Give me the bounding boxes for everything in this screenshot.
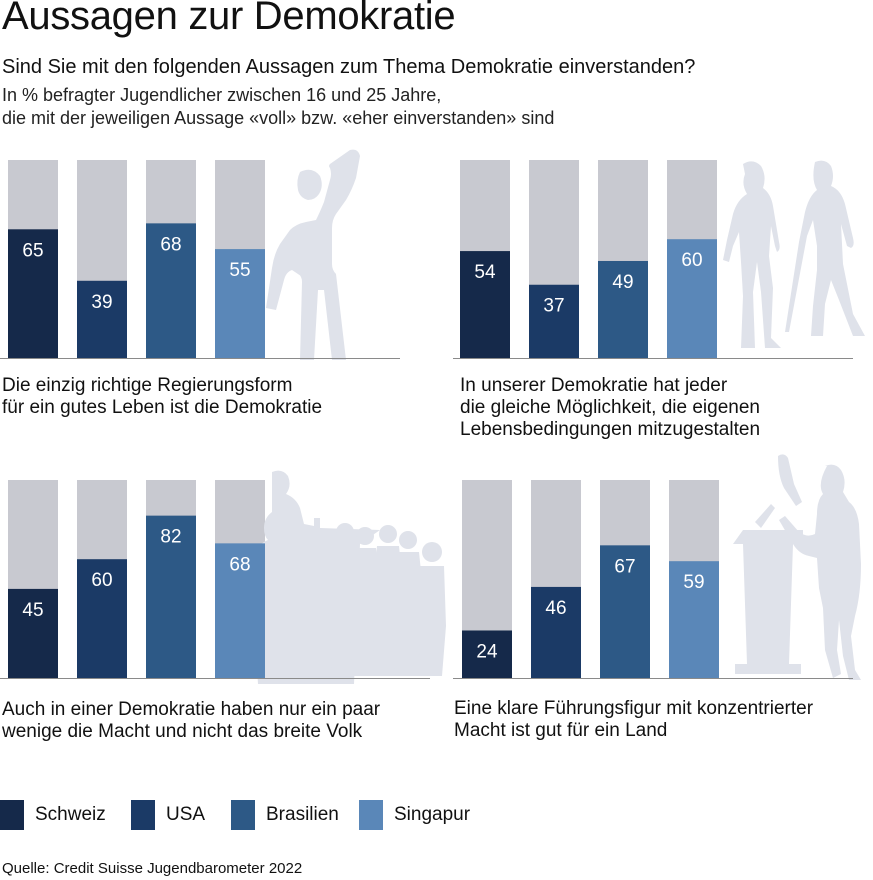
panel-2-caption-line-2: die gleiche Möglichkeit, die eigenen xyxy=(460,397,760,418)
panel-3-caption-line-2: wenige die Macht und nicht das breite Vo… xyxy=(2,721,363,742)
panel-3-caption: Auch in einer Demokratie haben nur ein p… xyxy=(2,699,380,743)
panel-4-caption-line-2: Macht ist gut für ein Land xyxy=(454,720,668,741)
panel-2-caption: In unserer Demokratie hat jeder die glei… xyxy=(460,375,760,441)
bar-brasilien xyxy=(598,260,648,358)
source-note: Quelle: Credit Suisse Jugendbarometer 20… xyxy=(2,860,302,877)
speaker-and-crowd-icon xyxy=(248,470,446,684)
panel-1: 65 39 68 55 Die einzig richtige Regierungsf… xyxy=(0,149,430,418)
bar-value-label: 55 xyxy=(229,260,250,281)
panel-1-chart: 65 39 68 55 xyxy=(0,149,400,360)
chart-subtitle: Sind Sie mit den folgenden Aussagen zum … xyxy=(2,56,696,78)
legend-item-schweiz: Schweiz xyxy=(0,800,106,830)
bar-value-label: 60 xyxy=(681,250,702,271)
panel-1-caption: Die einzig richtige Regierungsform für e… xyxy=(2,375,322,419)
legend-label-usa: USA xyxy=(166,804,206,825)
bar-schweiz xyxy=(460,251,510,358)
bar-value-label: 46 xyxy=(545,598,566,619)
bar-value-label: 60 xyxy=(91,570,112,591)
note-line-1: In % befragter Jugendlicher zwischen 16 … xyxy=(2,85,442,105)
legend-swatch-brasilien xyxy=(231,800,255,830)
legend-label-singapur: Singapur xyxy=(394,804,471,825)
panel-4-caption: Eine klare Führungsfigur mit konzentrier… xyxy=(454,698,813,742)
legend-swatch-usa xyxy=(131,800,155,830)
panel-1-caption-line-2: für ein gutes Leben ist die Demokratie xyxy=(2,397,323,418)
legend-label-schweiz: Schweiz xyxy=(35,804,106,825)
bar-value-label: 24 xyxy=(476,641,498,662)
panel-3-caption-line-1: Auch in einer Demokratie haben nur ein p… xyxy=(2,699,381,720)
panel-1-caption-line-1: Die einzig richtige Regierungsform xyxy=(2,375,293,396)
bar-value-label: 65 xyxy=(22,240,43,261)
bar-value-label: 82 xyxy=(160,527,181,548)
panel-2-caption-line-1: In unserer Demokratie hat jeder xyxy=(460,375,728,396)
bar-singapur xyxy=(667,239,717,358)
legend-item-usa: USA xyxy=(131,800,205,830)
bar-brasilien xyxy=(146,515,196,678)
bar-value-label: 67 xyxy=(614,556,635,577)
bar-singapur xyxy=(215,249,265,358)
chart-note: In % befragter Jugendlicher zwischen 16 … xyxy=(2,84,554,130)
panel-2-chart: 54 37 49 60 xyxy=(453,160,865,359)
bar-schweiz xyxy=(8,588,58,678)
note-line-2: die mit der jeweiligen Aussage «voll» bz… xyxy=(2,108,555,128)
bar-brasilien xyxy=(146,223,196,358)
bar-brasilien xyxy=(600,545,650,678)
panel-4-chart: 24 46 67 59 xyxy=(453,454,861,680)
bar-value-label: 45 xyxy=(22,600,43,621)
bar-value-label: 54 xyxy=(474,262,496,283)
woman-at-lectern-icon xyxy=(733,454,861,680)
protester-raised-fist-icon xyxy=(266,149,360,360)
source-text: Credit Suisse Jugendbarometer 2022 xyxy=(53,860,303,877)
bar-value-label: 59 xyxy=(683,572,704,593)
bar-value-label: 49 xyxy=(612,272,633,293)
legend-item-singapur: Singapur xyxy=(359,800,470,830)
bar-schweiz xyxy=(462,630,512,678)
bar-usa xyxy=(77,280,127,358)
panel-4-caption-line-1: Eine klare Führungsfigur mit konzentrier… xyxy=(454,698,814,719)
bar-value-label: 68 xyxy=(160,234,181,255)
bar-usa xyxy=(531,586,581,678)
panel-3-chart: 45 60 82 68 xyxy=(0,470,446,684)
legend-swatch-singapur xyxy=(359,800,383,830)
bar-value-label: 68 xyxy=(229,554,250,575)
panel-3: 45 60 82 68 Auch in einer Demokratie haben … xyxy=(0,470,446,742)
bar-value-label: 39 xyxy=(91,292,112,313)
bar-schweiz xyxy=(8,229,58,358)
bar-singapur xyxy=(669,561,719,678)
panel-4: 24 46 67 59 Eine klare Führungsfigur mit ko… xyxy=(453,450,873,741)
bar-singapur xyxy=(215,543,265,678)
chart-title: Aussagen zur Demokratie xyxy=(2,0,456,38)
panel-2: 54 37 49 60 In unserer Demokratie hat jeder… xyxy=(453,150,873,440)
legend-swatch-schweiz xyxy=(0,800,24,830)
panel-2-caption-line-3: Lebensbedingungen mitzugestalten xyxy=(460,419,761,440)
legend-item-brasilien: Brasilien xyxy=(231,800,339,830)
bar-usa xyxy=(529,284,579,358)
bar-usa xyxy=(77,559,127,678)
source-label: Quelle: xyxy=(2,860,50,877)
two-women-silhouette-icon xyxy=(723,160,865,348)
legend-label-brasilien: Brasilien xyxy=(266,804,339,825)
bar-value-label: 37 xyxy=(543,296,564,317)
